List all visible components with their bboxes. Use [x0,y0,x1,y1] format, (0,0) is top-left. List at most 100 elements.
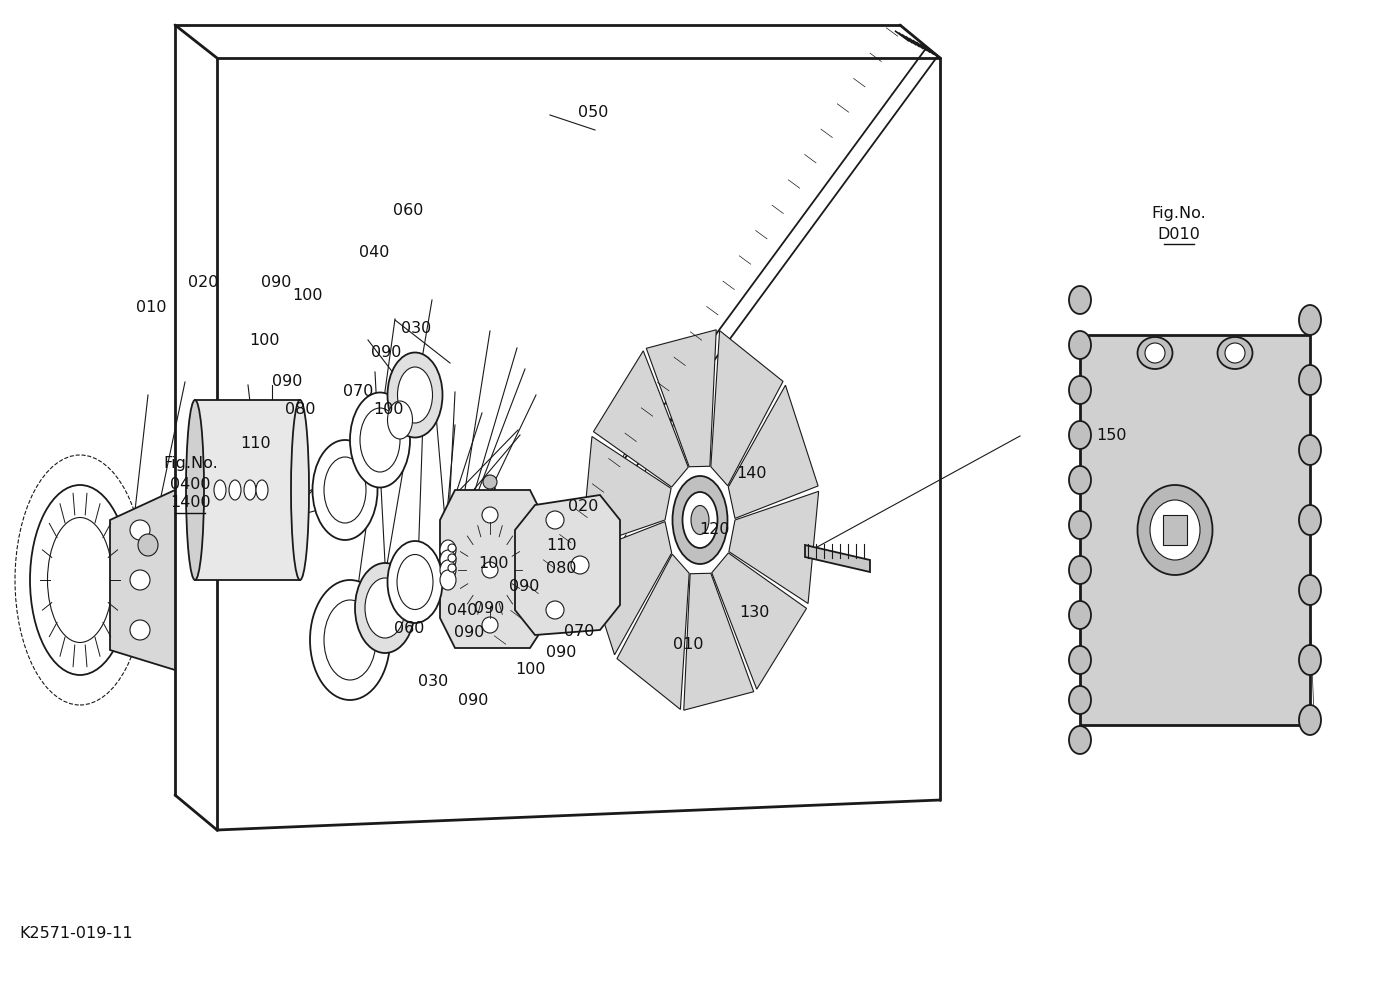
Bar [1162,515,1187,545]
Ellipse shape [1299,305,1321,335]
Ellipse shape [1299,705,1321,735]
Circle shape [546,601,564,619]
Text: 090: 090 [474,602,505,616]
Text: 070: 070 [343,384,374,398]
Text: 090: 090 [454,626,484,640]
Circle shape [130,620,150,640]
Circle shape [130,520,150,540]
Ellipse shape [1299,645,1321,675]
Ellipse shape [1069,331,1091,359]
Text: 120: 120 [699,523,729,537]
Text: Fig.No.: Fig.No. [163,456,218,470]
Ellipse shape [1138,485,1212,575]
Circle shape [483,562,498,578]
Ellipse shape [1069,686,1091,714]
Ellipse shape [1069,726,1091,754]
Ellipse shape [440,560,456,580]
Text: 090: 090 [261,275,291,289]
Ellipse shape [1299,575,1321,605]
Ellipse shape [462,528,517,612]
Text: 090: 090 [509,580,539,594]
Ellipse shape [1218,337,1252,369]
Text: 100: 100 [374,402,404,416]
Ellipse shape [365,578,405,638]
Circle shape [483,617,498,633]
Ellipse shape [1069,601,1091,629]
Circle shape [130,570,150,590]
Text: 100: 100 [292,288,323,302]
Circle shape [483,475,496,489]
Polygon shape [805,545,870,572]
Text: 100: 100 [516,663,546,677]
Ellipse shape [324,457,365,523]
Polygon shape [712,553,807,689]
Ellipse shape [229,480,241,500]
Ellipse shape [360,408,400,472]
Ellipse shape [256,480,268,500]
Text: 090: 090 [272,374,302,388]
Text: 050: 050 [578,105,608,119]
Text: 010: 010 [673,638,703,652]
Text: 0400: 0400 [170,477,211,491]
Text: 090: 090 [546,646,576,660]
Text: 030: 030 [418,675,448,689]
Polygon shape [684,574,754,711]
Polygon shape [728,385,818,519]
Ellipse shape [673,476,728,564]
Ellipse shape [244,480,256,500]
Ellipse shape [186,400,204,580]
Ellipse shape [691,506,709,535]
Text: 080: 080 [285,402,316,416]
Ellipse shape [387,541,443,623]
Text: 100: 100 [250,333,280,347]
Ellipse shape [1069,511,1091,539]
Ellipse shape [1299,365,1321,395]
Polygon shape [110,490,175,670]
Polygon shape [729,491,819,604]
Text: 040: 040 [359,245,389,259]
Polygon shape [710,330,783,485]
Text: 110: 110 [546,539,576,553]
Ellipse shape [324,600,376,680]
Polygon shape [582,436,672,549]
Ellipse shape [310,580,390,700]
Text: 150: 150 [1096,428,1127,442]
Ellipse shape [1069,376,1091,404]
Ellipse shape [397,555,433,610]
Ellipse shape [397,367,433,423]
Polygon shape [616,555,690,710]
Ellipse shape [313,440,378,540]
Circle shape [571,556,589,574]
Text: D010: D010 [1157,227,1201,241]
Text: 140: 140 [736,466,767,480]
Ellipse shape [47,518,113,643]
Polygon shape [647,329,716,466]
Ellipse shape [291,400,309,580]
Circle shape [546,511,564,529]
Circle shape [448,554,456,562]
Text: 060: 060 [393,203,423,217]
Ellipse shape [30,485,130,675]
Text: 010: 010 [137,300,167,314]
Text: 090: 090 [371,345,401,359]
Ellipse shape [214,480,226,500]
Text: 130: 130 [739,606,769,620]
Text: 070: 070 [564,625,594,639]
Text: Fig.No.: Fig.No. [1151,206,1207,220]
Ellipse shape [474,547,505,593]
Ellipse shape [1138,337,1172,369]
Text: 1400: 1400 [170,495,211,510]
Ellipse shape [683,492,717,548]
Ellipse shape [440,570,456,590]
Polygon shape [593,350,688,487]
Circle shape [448,544,456,552]
Text: 020: 020 [568,499,598,514]
Ellipse shape [1299,505,1321,535]
Ellipse shape [387,352,443,437]
Ellipse shape [350,392,410,487]
Polygon shape [582,522,672,655]
Circle shape [483,507,498,523]
Ellipse shape [1069,421,1091,449]
Text: 100: 100 [479,557,509,571]
Bar [1080,335,1310,725]
